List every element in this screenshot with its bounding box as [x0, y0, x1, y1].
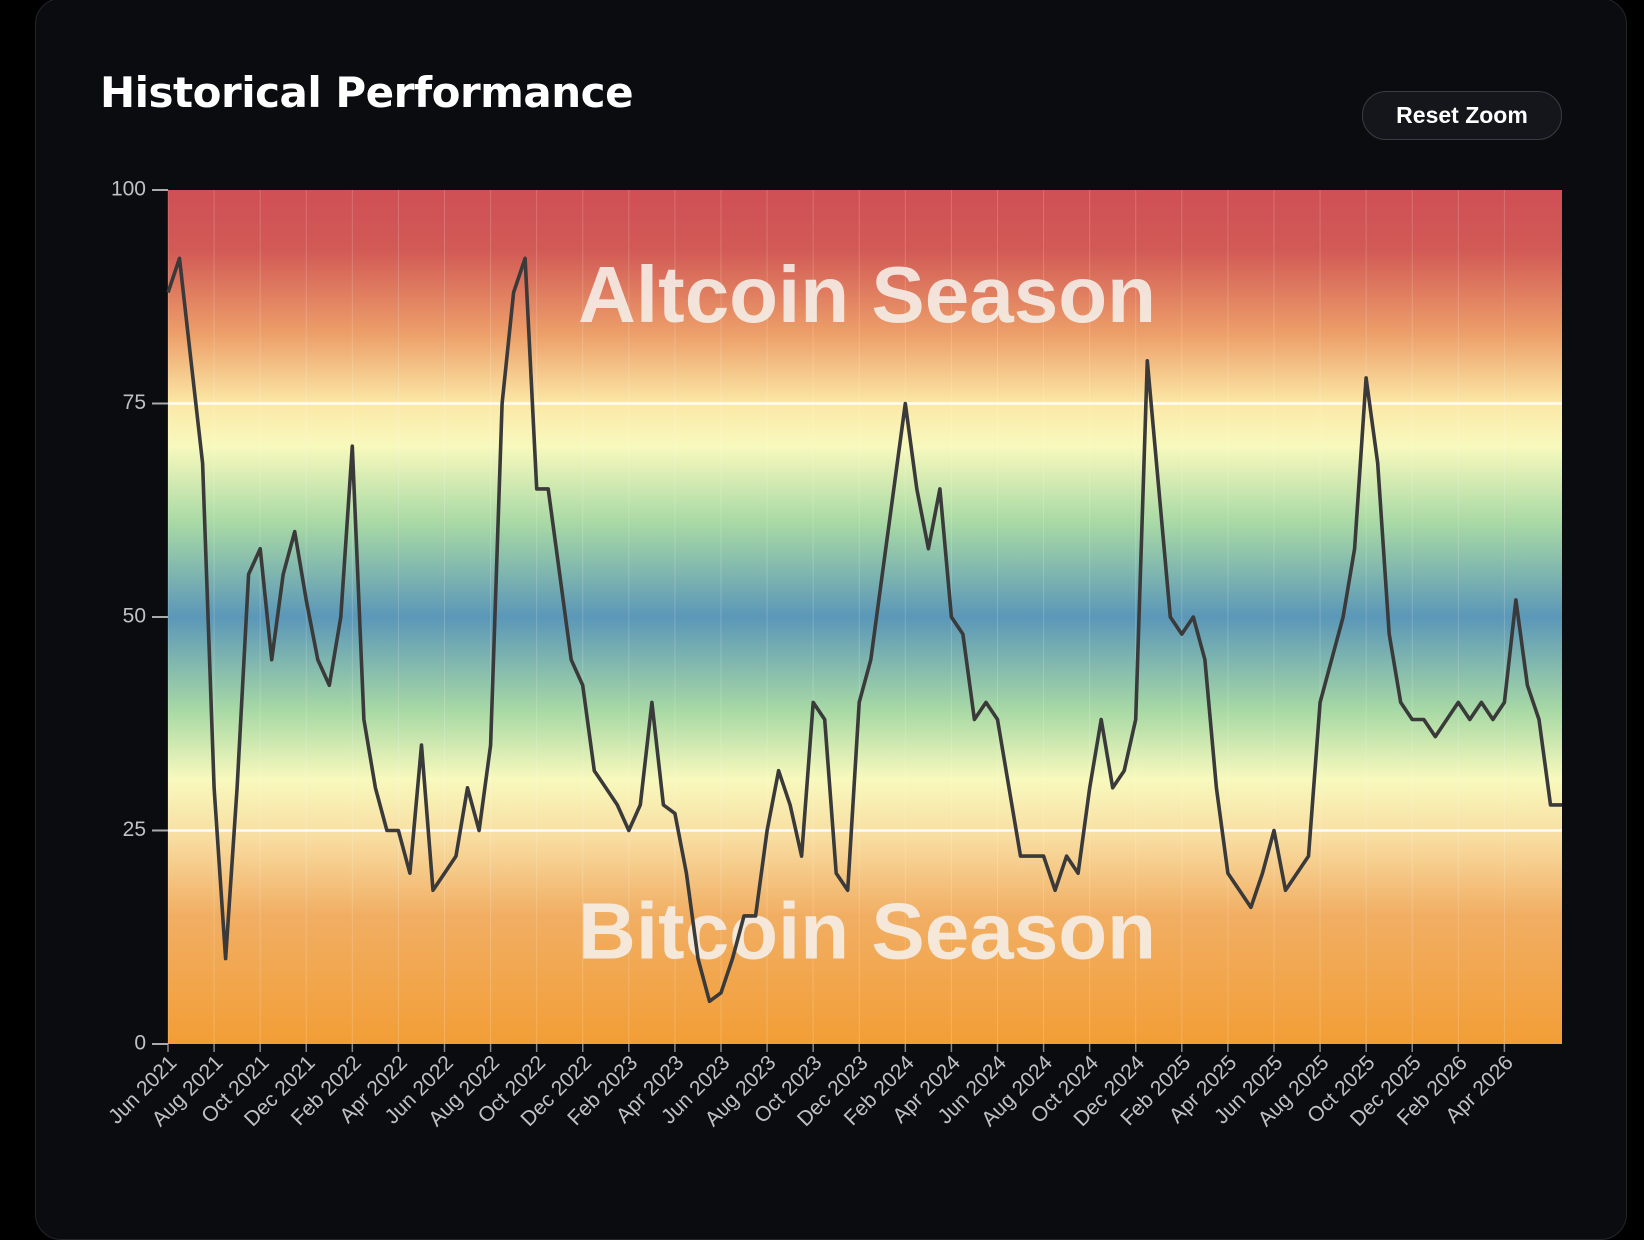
y-tick-label: 25	[123, 818, 146, 841]
series-line	[166, 256, 1562, 1004]
y-tick-label: 50	[123, 605, 146, 628]
title: Historical Performance	[100, 68, 634, 117]
y-tick-label: 0	[134, 1032, 146, 1055]
annotation: Altcoin Season	[578, 250, 1156, 339]
y-tick-label: 75	[123, 391, 146, 414]
y-tick-label: 100	[111, 178, 146, 201]
annotation: Bitcoin Season	[578, 886, 1156, 975]
reset-zoom-button[interactable]: Reset Zoom	[1362, 91, 1562, 140]
plot-background	[168, 190, 1562, 1044]
